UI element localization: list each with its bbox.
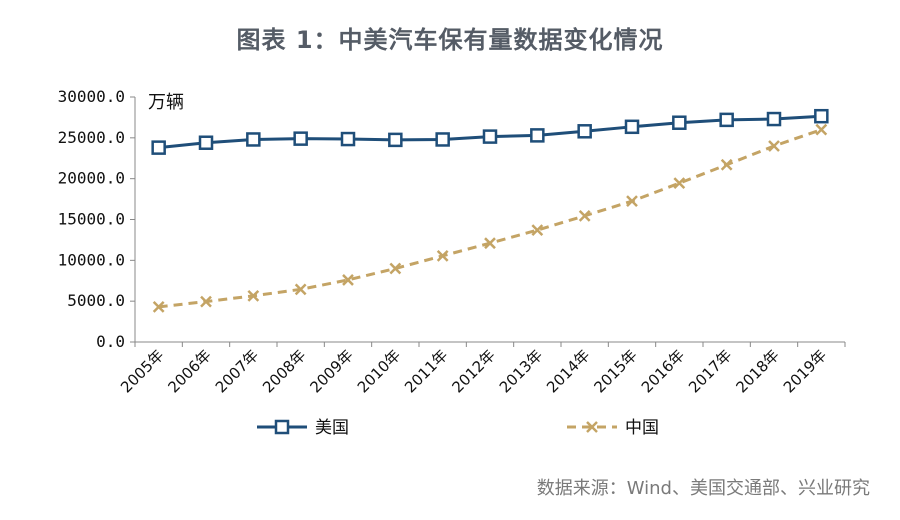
- data-point-x: [531, 224, 544, 237]
- y-tick-label: 15000.0: [58, 210, 125, 229]
- x-tick-label: 2007年: [212, 346, 262, 396]
- data-point-square: [151, 140, 166, 155]
- data-point-square: [246, 132, 261, 147]
- data-point-square: [340, 131, 356, 147]
- x-tick-label: 2009年: [306, 346, 356, 396]
- x-tick-label: 2019年: [780, 346, 830, 396]
- data-point-x: [247, 289, 260, 302]
- x-tick-label: 2010年: [354, 346, 404, 396]
- x-axis-ticks: 2005年2006年2007年2008年2009年2010年2011年2012年…: [117, 342, 846, 396]
- series-layer: [151, 108, 829, 313]
- data-point-x: [673, 177, 686, 190]
- data-point-square: [624, 119, 640, 135]
- chart-title: 图表 1：中美汽车保有量数据变化情况: [236, 26, 664, 54]
- x-tick-label: 2018年: [732, 346, 782, 396]
- data-point-square: [482, 129, 498, 144]
- x-tick-label: 2013年: [496, 346, 546, 396]
- series-line-1: [158, 128, 822, 309]
- data-point-x: [389, 262, 402, 275]
- data-point-x: [200, 295, 212, 308]
- x-tick-label: 2017年: [685, 346, 735, 396]
- data-point-x: [342, 274, 354, 286]
- y-tick-label: 25000.0: [58, 128, 125, 147]
- x-tick-label: 2015年: [590, 346, 640, 396]
- y-tick-label: 10000.0: [58, 250, 125, 269]
- data-point-x: [152, 300, 165, 313]
- legend-marker-x: [586, 421, 598, 433]
- data-point-x: [294, 283, 307, 296]
- unit-label: 万辆: [148, 92, 184, 113]
- x-tick-label: 2016年: [638, 346, 688, 396]
- legend-item-1: 中国: [567, 418, 659, 438]
- y-tick-label: 20000.0: [58, 169, 125, 188]
- legend-label: 美国: [315, 418, 349, 438]
- data-point-square: [766, 111, 782, 127]
- y-tick-label: 5000.0: [67, 291, 125, 310]
- data-point-square: [293, 131, 308, 146]
- data-point-x: [720, 158, 733, 171]
- data-point-x: [626, 195, 638, 208]
- legend-item-0: 美国: [257, 418, 349, 438]
- data-point-square: [198, 135, 214, 150]
- data-point-square: [577, 124, 592, 139]
- data-point-x: [436, 249, 449, 262]
- data-point-x: [578, 209, 591, 222]
- y-tick-label: 30000.0: [58, 87, 125, 106]
- data-point-square: [388, 132, 403, 148]
- data-point-square: [530, 128, 545, 143]
- legend: 美国 中国: [257, 418, 659, 438]
- x-tick-label: 2014年: [543, 346, 593, 396]
- data-point-square: [435, 132, 450, 147]
- data-point-square: [719, 112, 734, 128]
- data-point-x: [484, 237, 496, 250]
- source-note: 数据来源：Wind、美国交通部、兴业研究: [536, 478, 870, 499]
- y-axis-ticks: 0.0 5000.0 10000.0 15000.0 20000.0 25000.0 300…: [58, 87, 135, 351]
- x-tick-label: 2011年: [401, 346, 451, 396]
- x-tick-label: 2008年: [259, 346, 309, 396]
- data-point-square: [672, 115, 687, 130]
- data-point-x: [768, 140, 780, 152]
- data-point-x: [815, 123, 828, 136]
- legend-label: 中国: [625, 418, 659, 438]
- y-tick-label: 0.0: [96, 332, 125, 351]
- x-tick-label: 2006年: [164, 346, 214, 396]
- data-point-square: [814, 108, 829, 124]
- legend-marker-square: [274, 419, 290, 435]
- x-tick-label: 2012年: [448, 346, 498, 396]
- x-tick-label: 2005年: [117, 346, 167, 396]
